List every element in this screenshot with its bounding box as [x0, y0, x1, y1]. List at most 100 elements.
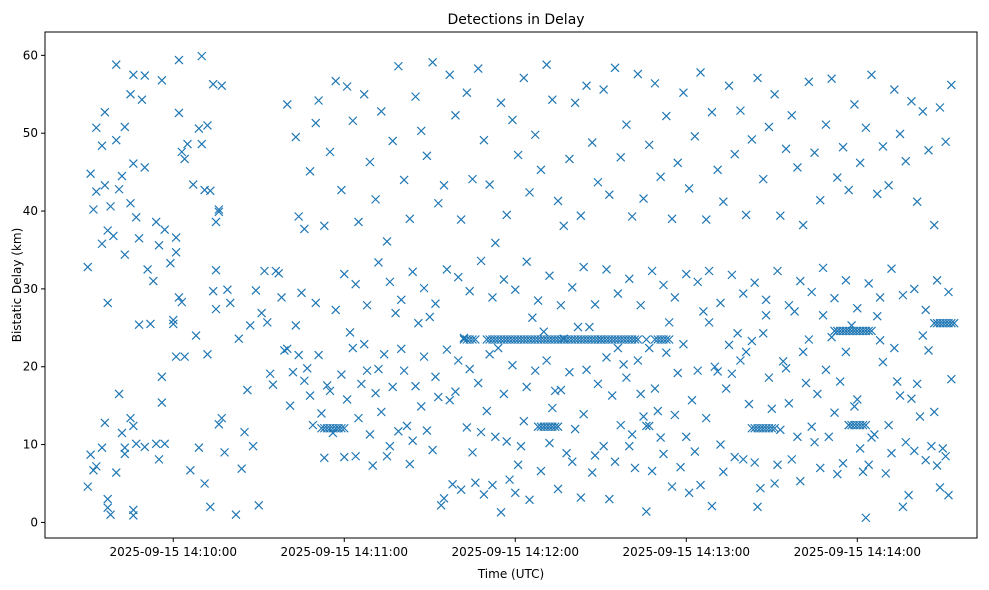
data-point	[488, 480, 497, 490]
data-point	[488, 293, 497, 302]
data-point	[861, 513, 871, 523]
data-point	[433, 392, 443, 402]
data-point	[499, 275, 509, 284]
data-point	[693, 277, 703, 287]
data-point	[485, 349, 495, 359]
data-point	[120, 122, 130, 132]
data-point	[713, 366, 723, 376]
data-point	[653, 406, 663, 416]
data-point	[365, 157, 375, 167]
data-point	[185, 465, 195, 475]
data-point	[542, 60, 552, 70]
data-point	[262, 317, 272, 327]
data-point	[128, 70, 138, 80]
data-point	[450, 387, 460, 397]
data-point	[795, 276, 805, 286]
data-point	[371, 388, 381, 398]
data-point	[721, 384, 731, 393]
data-point	[171, 247, 181, 257]
data-point	[245, 321, 255, 330]
data-point	[385, 441, 395, 451]
data-point	[704, 266, 714, 276]
data-point	[738, 454, 748, 464]
data-point	[211, 217, 221, 227]
data-point	[348, 343, 358, 353]
y-tick-label: 0	[30, 515, 38, 529]
data-point	[878, 357, 888, 367]
data-point	[889, 343, 899, 353]
data-point	[165, 258, 175, 268]
data-point	[305, 166, 315, 176]
data-point	[693, 366, 703, 376]
data-point	[111, 60, 121, 70]
data-point	[582, 81, 591, 91]
data-point	[470, 478, 480, 488]
data-point	[485, 180, 495, 190]
data-point	[86, 169, 96, 179]
data-point	[639, 194, 648, 204]
data-point	[909, 446, 919, 456]
data-point	[525, 495, 534, 505]
data-point	[946, 80, 956, 90]
data-point	[664, 335, 674, 344]
data-point	[103, 298, 113, 308]
data-point	[114, 389, 124, 399]
data-point	[644, 421, 654, 431]
data-point	[496, 98, 506, 108]
data-point	[154, 454, 164, 464]
data-point	[713, 165, 723, 175]
data-point	[718, 197, 728, 207]
data-point	[810, 148, 819, 158]
data-point	[858, 420, 868, 430]
data-point	[510, 285, 520, 295]
data-point	[445, 70, 455, 80]
data-point	[311, 118, 321, 128]
data-point	[758, 328, 768, 338]
data-point	[761, 295, 771, 305]
data-point	[479, 489, 489, 499]
data-point	[148, 276, 158, 286]
data-point	[359, 89, 369, 99]
data-point	[850, 99, 859, 109]
data-point	[724, 81, 734, 91]
data-point	[319, 453, 329, 463]
data-point	[559, 221, 569, 231]
data-point	[128, 421, 138, 431]
data-point	[707, 107, 717, 117]
data-point	[850, 402, 859, 411]
data-point	[248, 441, 258, 451]
data-point	[111, 135, 121, 145]
data-point	[171, 352, 181, 362]
y-tick-label: 60	[23, 48, 38, 62]
data-point	[804, 335, 814, 344]
data-point	[331, 76, 341, 86]
data-point	[522, 382, 532, 392]
data-point	[126, 413, 135, 423]
data-point	[288, 367, 298, 377]
data-point	[171, 233, 181, 242]
data-point	[396, 295, 406, 305]
data-point	[468, 447, 477, 457]
y-tick-label: 20	[23, 360, 38, 374]
data-point	[884, 420, 894, 430]
data-point	[385, 277, 395, 287]
data-point	[419, 283, 429, 293]
data-point	[590, 300, 600, 309]
data-point	[456, 485, 466, 495]
data-point	[607, 391, 617, 400]
data-point	[140, 163, 150, 172]
data-point	[317, 409, 326, 418]
data-point	[861, 123, 871, 133]
data-point	[636, 300, 646, 310]
data-point	[217, 413, 227, 423]
data-point	[128, 159, 138, 168]
data-point	[436, 500, 446, 510]
data-point	[416, 402, 426, 411]
data-point	[624, 274, 634, 284]
data-point	[824, 432, 834, 442]
data-point	[650, 78, 660, 88]
data-point	[336, 423, 346, 433]
data-point	[393, 61, 403, 71]
data-point	[807, 287, 817, 297]
data-point	[741, 210, 751, 220]
